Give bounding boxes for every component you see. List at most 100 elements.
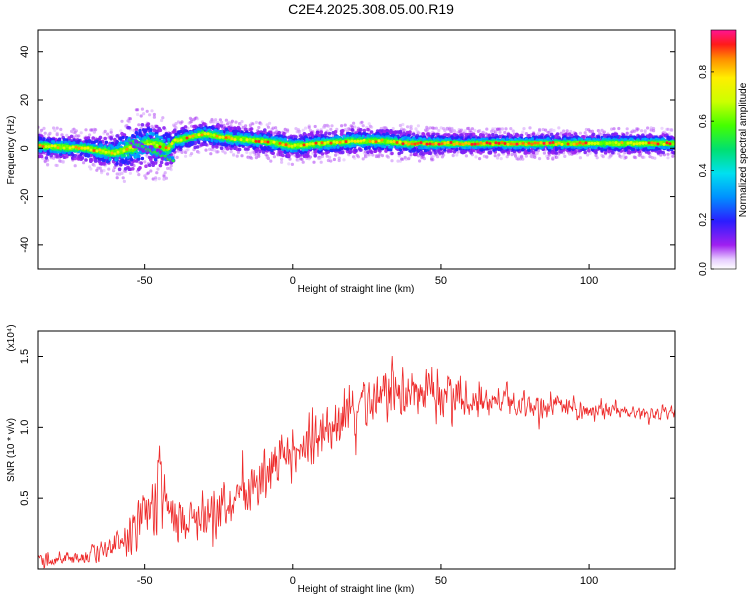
spectrogram-cell — [390, 151, 394, 156]
spectrogram-cell — [259, 122, 263, 126]
spectrogram-cell — [550, 128, 554, 132]
spectrogram-cell — [371, 153, 375, 157]
spectrogram-cell — [313, 124, 317, 129]
spectrogram-cell — [408, 130, 412, 134]
spectrogram-cell — [230, 119, 234, 123]
spectrogram-cell — [100, 143, 104, 147]
spectrogram-cell — [55, 126, 59, 130]
spectrogram-cell — [152, 115, 156, 119]
spectrogram-cell — [140, 123, 145, 127]
spectrogram-cell — [652, 129, 656, 133]
spectrogram-cell — [208, 147, 212, 151]
spectrogram-cell — [248, 151, 252, 155]
spectrogram-cell — [176, 120, 180, 124]
spectrogram-cell — [404, 157, 408, 161]
spectrogram-cell — [544, 128, 548, 132]
spectrogram-cell — [120, 119, 124, 123]
spectrogram-cell — [118, 172, 122, 176]
spectrogram-cell — [499, 157, 503, 161]
spectrogram-cell — [148, 113, 152, 117]
spectrogram-cell — [121, 176, 125, 180]
spectrogram-cell — [304, 126, 308, 130]
spectrogram-cell — [244, 124, 248, 128]
spectrogram-cell — [436, 155, 440, 159]
spectrogram-cell — [347, 153, 351, 157]
spectrogram-cell — [643, 129, 647, 133]
spectrogram-cell — [666, 156, 670, 160]
spectrogram-cell — [602, 130, 607, 134]
spectrogram-cell — [623, 151, 627, 155]
spectrogram-cell — [418, 159, 422, 163]
spectrogram-cell — [583, 131, 587, 135]
spectrogram-cell — [106, 172, 110, 176]
spectrogram-cell — [401, 122, 405, 127]
spectrogram-cell — [90, 128, 94, 132]
spectrogram-cell — [84, 158, 88, 162]
spectrogram-cell — [478, 129, 482, 133]
spectrogram-cell — [445, 127, 449, 131]
spectrogram-cell — [432, 126, 436, 130]
spectrogram-cell — [557, 126, 561, 130]
spectrogram-cell — [413, 147, 417, 152]
spectrogram-cell — [245, 150, 249, 154]
spectrogram-cell — [162, 126, 166, 130]
spectrogram-cell — [139, 126, 143, 130]
spectrogram-cell — [324, 131, 328, 135]
spectrogram-cell — [254, 156, 258, 160]
spectrogram-cell — [224, 118, 228, 122]
spectrogram-cell — [531, 150, 536, 155]
spectrogram-cell — [175, 155, 179, 159]
spectrogram-cell — [143, 160, 147, 164]
spectrogram-cell — [334, 153, 338, 157]
spectrogram-cell — [92, 130, 96, 134]
spectrogram-cell — [77, 134, 81, 138]
spectrogram-cell — [232, 152, 236, 157]
spectrogram-cell — [460, 128, 464, 132]
spectrogram-cell — [439, 126, 443, 130]
spectrogram-cell — [615, 135, 620, 139]
spectrogram-cell — [431, 155, 435, 159]
spectrogram-cell — [209, 152, 213, 156]
spectrogram-cell — [646, 126, 650, 130]
spectrogram-cell — [666, 152, 670, 156]
spectrogram-cell — [108, 157, 112, 161]
spectrogram-cell — [411, 132, 416, 137]
spectrogram-cell — [152, 112, 156, 117]
spectrogram-cell — [369, 150, 374, 155]
spectrogram-cell — [240, 154, 244, 158]
spectrogram-cell — [157, 177, 161, 181]
spectrogram-cell — [470, 127, 474, 131]
spectrogram-cell — [150, 109, 154, 113]
spectrogram-cell — [359, 148, 363, 152]
spectrogram-cell — [71, 153, 75, 157]
spectrogram-cell — [214, 120, 218, 124]
spectrogram-cell — [536, 131, 541, 136]
spectrogram-cell — [464, 154, 468, 158]
spectrogram-cell — [431, 158, 435, 162]
spectrogram-cell — [340, 124, 344, 128]
spectrogram-cell — [254, 120, 258, 124]
spectrogram-cell — [220, 120, 224, 124]
spectrogram-cell — [349, 149, 354, 154]
spectrogram-cell — [506, 150, 511, 155]
spectrogram-cell — [79, 131, 83, 135]
spectrogram-cell — [463, 129, 467, 133]
spectrogram-cell — [107, 167, 111, 171]
spectrogram-cell — [72, 141, 76, 145]
spectrogram-cell — [153, 161, 158, 165]
spectrogram-cell — [431, 134, 435, 139]
spectrogram-cell — [139, 161, 143, 165]
spectrogram-cell — [452, 129, 456, 133]
spectrogram-cell — [219, 124, 224, 128]
spectrogram-cell — [257, 125, 261, 130]
spectrogram-cell — [103, 129, 107, 133]
spectrogram-cell — [162, 177, 166, 181]
spectrogram-cell — [591, 132, 596, 137]
spectrogram-cell — [158, 163, 163, 168]
spectrogram-cell — [533, 153, 537, 157]
spectrogram-cell — [496, 156, 500, 160]
spectrogram-cell — [440, 151, 445, 155]
spectrogram-cell — [219, 146, 224, 150]
